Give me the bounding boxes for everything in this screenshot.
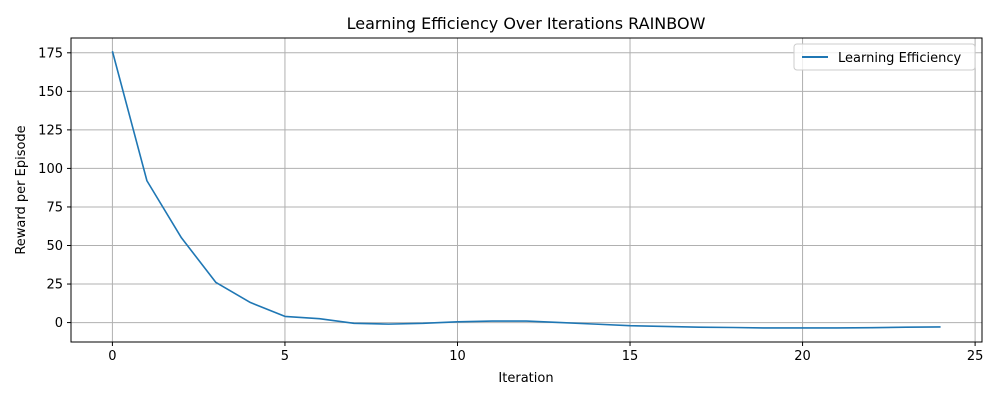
plot-frame <box>70 37 983 343</box>
x-axis: 0 5 10 15 20 25 <box>108 342 983 364</box>
y-tick-label: 25 <box>46 278 63 293</box>
x-tick-label: 20 <box>794 349 811 364</box>
x-tick-label: 0 <box>108 349 116 364</box>
legend-box <box>793 43 976 71</box>
legend: Learning Efficiency <box>793 43 976 71</box>
legend-label: Learning Efficiency <box>838 51 961 66</box>
y-tick-label: 175 <box>38 46 63 61</box>
y-tick-label: 0 <box>55 316 63 331</box>
y-axis: 0 25 50 75 100 125 150 175 <box>38 46 71 331</box>
y-axis-label: Reward per Episode <box>14 125 29 254</box>
x-tick-label: 25 <box>967 349 984 364</box>
series-layer <box>111 51 941 329</box>
y-tick-label: 150 <box>38 85 63 100</box>
y-tick-label: 125 <box>38 123 63 138</box>
chart-title: Learning Efficiency Over Iterations RAIN… <box>347 14 706 33</box>
grid <box>71 38 982 342</box>
x-tick-label: 10 <box>449 349 466 364</box>
y-tick-label: 75 <box>46 200 63 215</box>
x-tick-label: 15 <box>622 349 639 364</box>
series-line <box>111 51 941 329</box>
y-tick-label: 100 <box>38 162 63 177</box>
y-tick-label: 50 <box>46 239 63 254</box>
x-axis-label: Iteration <box>498 371 553 386</box>
x-tick-label: 5 <box>281 349 289 364</box>
